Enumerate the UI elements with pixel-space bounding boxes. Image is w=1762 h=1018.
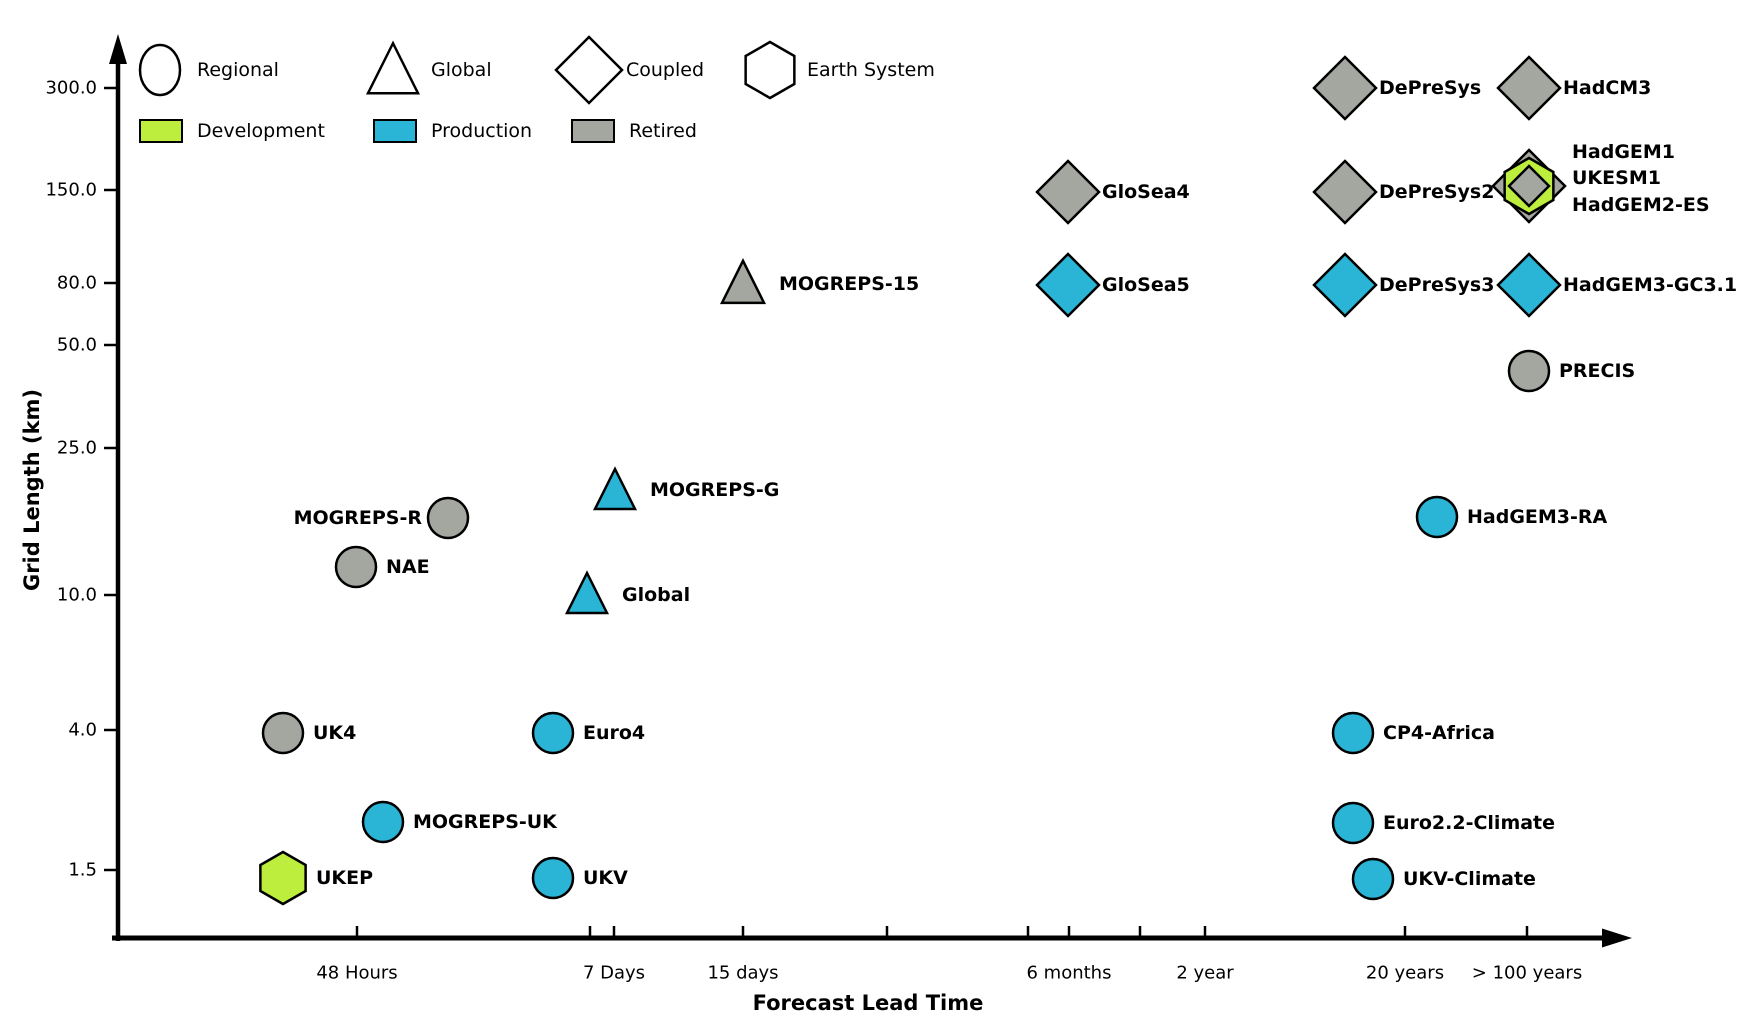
y-tick-label-50-0: 50.0 <box>57 335 97 356</box>
legend-label-earth-system: Earth System <box>807 59 935 81</box>
y-tick-label-80-0: 80.0 <box>57 273 97 294</box>
marker-euro2-2-climate <box>1331 801 1375 845</box>
marker-precis <box>1507 349 1551 393</box>
x-tick-label-7-days: 7 Days <box>583 963 645 984</box>
marker-ukv-climate <box>1351 857 1395 901</box>
marker-depresys <box>1312 55 1378 121</box>
y-tick-label-1-5: 1.5 <box>68 860 97 881</box>
marker-hadgem2-es <box>1507 164 1551 208</box>
marker-global <box>564 570 610 615</box>
label-glosea4: GloSea4 <box>1102 181 1190 203</box>
label-uk4: UK4 <box>313 722 356 744</box>
label-ukv-climate: UKV-Climate <box>1403 868 1536 890</box>
label-glosea5: GloSea5 <box>1102 274 1190 296</box>
marker-euro4 <box>531 711 575 755</box>
marker-nae <box>334 545 378 589</box>
y-tick-label-25-0: 25.0 <box>57 438 97 459</box>
legend-label-development: Development <box>197 120 325 142</box>
marker-hadgem3-gc3-1 <box>1496 252 1562 318</box>
marker-glosea5 <box>1035 252 1101 318</box>
label-depresys3: DePreSys3 <box>1379 274 1494 296</box>
marker-uk4 <box>261 711 305 755</box>
x-tick-label-15-days: 15 days <box>707 963 778 984</box>
marker-mogreps-15 <box>719 258 767 305</box>
label-global: Global <box>622 584 690 606</box>
legend-earth-system-icon <box>744 40 796 100</box>
marker-cp4-africa <box>1331 711 1375 755</box>
x-tick-label-20-years: 20 years <box>1366 963 1444 984</box>
label-hadgem2-es: HadGEM2-ES <box>1572 194 1710 216</box>
x-tick-label--100-years: > 100 years <box>1472 963 1582 984</box>
marker-glosea4 <box>1035 159 1101 225</box>
label-hadgem3-gc3-1: HadGEM3-GC3.1 <box>1563 274 1737 296</box>
marker-hadgem3-ra <box>1415 495 1459 539</box>
label-precis: PRECIS <box>1559 360 1635 382</box>
label-mogreps-15: MOGREPS-15 <box>779 273 919 295</box>
legend-global-icon <box>365 40 421 95</box>
legend-label-regional: Regional <box>197 59 279 81</box>
label-mogreps-uk: MOGREPS-UK <box>413 811 558 833</box>
label-mogreps-g: MOGREPS-G <box>650 479 779 501</box>
legend-label-production: Production <box>431 120 532 142</box>
label-nae: NAE <box>386 556 430 578</box>
label-hadcm3: HadCM3 <box>1563 77 1651 99</box>
legend-label-global: Global <box>431 59 492 81</box>
y-tick-label-4-0: 4.0 <box>68 720 97 741</box>
x-tick-label-48-hours: 48 Hours <box>316 963 397 984</box>
marker-mogreps-r <box>426 496 470 540</box>
legend-regional-icon <box>138 43 182 97</box>
label-mogreps-r: MOGREPS-R <box>294 507 423 529</box>
label-hadgem3-ra: HadGEM3-RA <box>1467 506 1608 528</box>
x-axis-arrow-icon <box>1602 928 1632 948</box>
label-depresys2: DePreSys2 <box>1379 181 1494 203</box>
y-axis-title: Grid Length (km) <box>20 389 44 591</box>
y-tick-label-10-0: 10.0 <box>57 585 97 606</box>
y-tick-label-300-0: 300.0 <box>45 78 97 99</box>
marker-mogreps-uk <box>361 800 405 844</box>
marker-ukv <box>531 856 575 900</box>
legend-label-coupled: Coupled <box>626 59 704 81</box>
x-axis-title: Forecast Lead Time <box>753 991 984 1015</box>
marker-hadcm3 <box>1496 55 1562 121</box>
label-cp4-africa: CP4-Africa <box>1383 722 1495 744</box>
label-ukep: UKEP <box>316 867 373 889</box>
label-hadgem1: HadGEM1 <box>1572 141 1675 163</box>
label-ukv: UKV <box>583 867 628 889</box>
x-tick-label-2-year: 2 year <box>1176 963 1234 984</box>
legend-swatch-production <box>373 119 417 143</box>
x-tick-label-6-months: 6 months <box>1027 963 1112 984</box>
y-tick-label-150-0: 150.0 <box>45 180 97 201</box>
legend-swatch-retired <box>571 119 615 143</box>
y-axis-arrow-icon <box>109 34 127 64</box>
legend-label-retired: Retired <box>629 120 697 142</box>
label-ukesm1: UKESM1 <box>1572 167 1661 189</box>
label-depresys: DePreSys <box>1379 77 1481 99</box>
legend-swatch-development <box>139 119 183 143</box>
marker-ukep <box>259 850 307 906</box>
marker-mogreps-g <box>592 466 638 511</box>
legend-coupled-icon <box>554 35 624 105</box>
label-euro4: Euro4 <box>583 722 645 744</box>
marker-depresys3 <box>1312 252 1378 318</box>
marker-depresys2 <box>1312 159 1378 225</box>
label-euro2-2-climate: Euro2.2-Climate <box>1383 812 1555 834</box>
